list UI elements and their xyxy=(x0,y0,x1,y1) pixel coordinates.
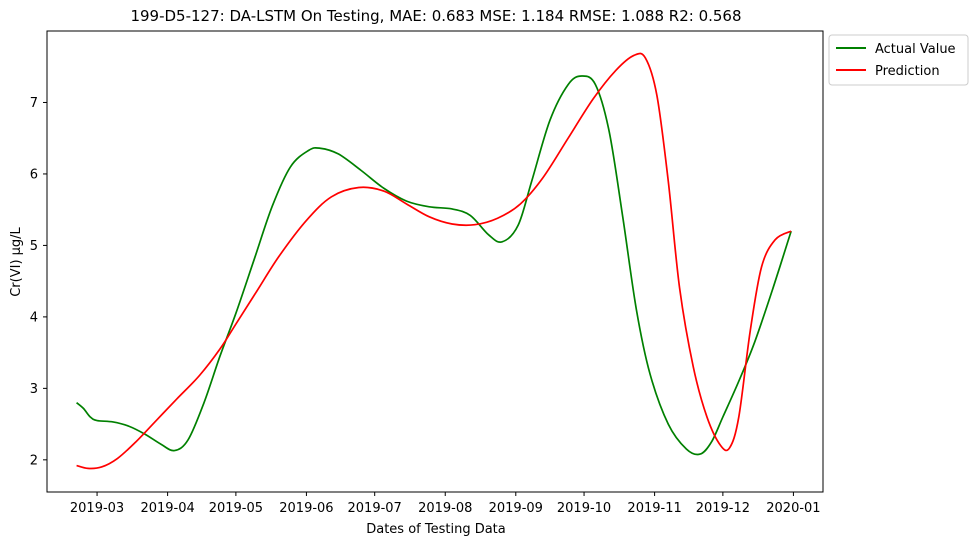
x-tick-label: 2019-08 xyxy=(418,501,472,516)
series-line-prediction xyxy=(76,52,792,470)
legend-label-prediction: Prediction xyxy=(875,64,940,79)
x-tick-label: 2019-07 xyxy=(348,501,402,516)
x-axis-label: Dates of Testing Data xyxy=(366,522,506,537)
x-tick-label: 2019-09 xyxy=(489,501,543,516)
x-axis: 2019-03 2019-04 2019-05 2019-06 2019-07 2019-… xyxy=(70,492,821,516)
series-line-actual-value xyxy=(76,75,792,456)
y-tick-label: 4 xyxy=(30,310,38,325)
y-axis-label: Cr(VI) μg/L xyxy=(9,226,24,296)
legend-label-actual: Actual Value xyxy=(875,42,956,57)
x-tick-label: 2019-06 xyxy=(279,501,333,516)
plot-frame xyxy=(46,30,824,493)
x-tick-label: 2020-01 xyxy=(766,501,820,516)
x-tick-label: 2019-05 xyxy=(209,501,263,516)
y-tick-label: 5 xyxy=(30,239,38,254)
x-tick-label: 2019-03 xyxy=(70,501,124,516)
y-axis: 2 3 4 5 6 7 xyxy=(30,96,47,468)
y-tick-label: 3 xyxy=(30,382,38,397)
y-tick-label: 6 xyxy=(30,167,38,182)
x-tick-label: 2019-11 xyxy=(627,501,681,516)
chart-title: 199-D5-127: DA-LSTM On Testing, MAE: 0.6… xyxy=(130,7,741,25)
plot-lines xyxy=(76,52,792,470)
x-tick-label: 2019-12 xyxy=(696,501,750,516)
x-tick-label: 2019-04 xyxy=(140,501,194,516)
legend: Actual Value Prediction xyxy=(828,34,969,86)
y-tick-label: 2 xyxy=(30,453,38,468)
y-tick-label: 7 xyxy=(30,96,38,111)
x-tick-label: 2019-10 xyxy=(557,501,611,516)
